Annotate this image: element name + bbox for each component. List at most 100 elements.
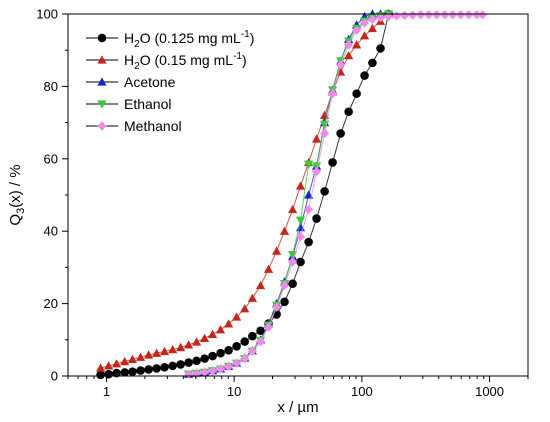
data-point (231, 312, 242, 321)
data-point (95, 363, 106, 372)
data-point (215, 325, 226, 334)
y-axis-title-sub: 3 (15, 208, 27, 214)
y-tick-label: 100 (36, 7, 58, 22)
series-layer (95, 9, 488, 380)
data-point (399, 10, 410, 21)
y-tick-label: 60 (44, 151, 58, 166)
x-tick-label: 100 (351, 384, 373, 399)
data-point (272, 246, 282, 255)
data-point (200, 367, 210, 377)
data-point (248, 331, 257, 341)
y-tick-label: 0 (51, 369, 58, 384)
data-point (328, 158, 337, 167)
legend-item-5: Methanol (86, 118, 182, 134)
data-point (200, 354, 209, 363)
data-point (311, 166, 322, 177)
legend-label-sub: 2 (134, 39, 140, 50)
series-line (188, 13, 389, 375)
data-point (376, 44, 385, 53)
legend-marker (97, 121, 107, 131)
data-point (320, 110, 330, 120)
legend-label: H2O (0.15 mg mL-1) (124, 51, 247, 72)
y-tick-label: 40 (44, 224, 58, 239)
data-point (279, 280, 290, 291)
legend-label: Methanol (124, 118, 182, 134)
y-axis-title-rest: (x) / % (7, 164, 24, 207)
data-point (464, 10, 474, 20)
data-point (359, 31, 370, 40)
data-point (295, 216, 306, 225)
data-point (408, 10, 418, 20)
data-point (352, 40, 362, 49)
data-point (272, 302, 282, 312)
data-point (136, 366, 145, 375)
legend-label-end: ) (242, 52, 247, 68)
data-point (424, 10, 434, 20)
data-point (279, 226, 290, 235)
data-point (232, 342, 241, 351)
x-tick-label: 1 (103, 384, 110, 399)
x-axis-title: x / µm (277, 399, 318, 416)
legend-label: Acetone (124, 74, 176, 90)
legend-label-sub: 2 (134, 61, 140, 72)
data-point (135, 352, 146, 361)
data-point (312, 214, 321, 223)
series-1 (96, 9, 393, 380)
data-point (256, 326, 265, 336)
series-5 (184, 10, 488, 379)
data-point (448, 10, 458, 20)
data-point (168, 344, 178, 354)
data-point (240, 354, 250, 364)
legend-label: Ethanol (124, 96, 171, 112)
data-point (295, 181, 306, 190)
data-point (151, 348, 162, 357)
data-point (255, 337, 266, 347)
data-point (352, 89, 361, 98)
data-point (344, 107, 353, 117)
data-point (367, 14, 378, 25)
data-point (191, 337, 202, 346)
data-point (336, 60, 346, 70)
data-point (352, 25, 362, 35)
data-point (152, 364, 161, 373)
data-point (288, 279, 297, 288)
data-point (344, 51, 354, 60)
data-point (311, 134, 322, 143)
legend-item-2: H2O (0.15 mg mL-1) (86, 51, 247, 72)
data-point (104, 361, 114, 370)
data-point (432, 10, 442, 20)
data-point (128, 367, 137, 376)
data-point (120, 356, 130, 366)
data-point (280, 297, 289, 307)
data-point (224, 361, 234, 372)
data-point (144, 350, 154, 359)
data-point (96, 370, 105, 380)
series-line (100, 13, 390, 376)
legend-item-3: Acetone (86, 74, 176, 90)
data-point (263, 322, 274, 332)
axes: 1 10 100 1000 0 20 40 60 80 100 x / µm Q3(x) / % (7, 7, 529, 416)
x-tick-label: 10 (227, 384, 241, 399)
data-point (327, 89, 338, 99)
data-point (344, 40, 354, 50)
legend-label-base: H (124, 30, 134, 46)
y-tick-label: 80 (44, 79, 58, 94)
legend-marker (97, 77, 107, 86)
series-2 (95, 9, 394, 372)
data-point (159, 346, 170, 356)
data-point (375, 13, 386, 23)
data-point (311, 162, 322, 171)
legend-label-mid: O (0.15 mg mL (140, 52, 234, 68)
data-point (304, 204, 314, 215)
data-point (176, 342, 186, 352)
series-line (188, 13, 389, 375)
data-point (207, 329, 218, 339)
data-point (215, 364, 226, 374)
data-point (368, 58, 377, 68)
data-point (176, 360, 185, 369)
data-point (456, 10, 466, 20)
data-point (416, 10, 426, 20)
data-point (216, 348, 225, 358)
data-point (440, 10, 450, 20)
